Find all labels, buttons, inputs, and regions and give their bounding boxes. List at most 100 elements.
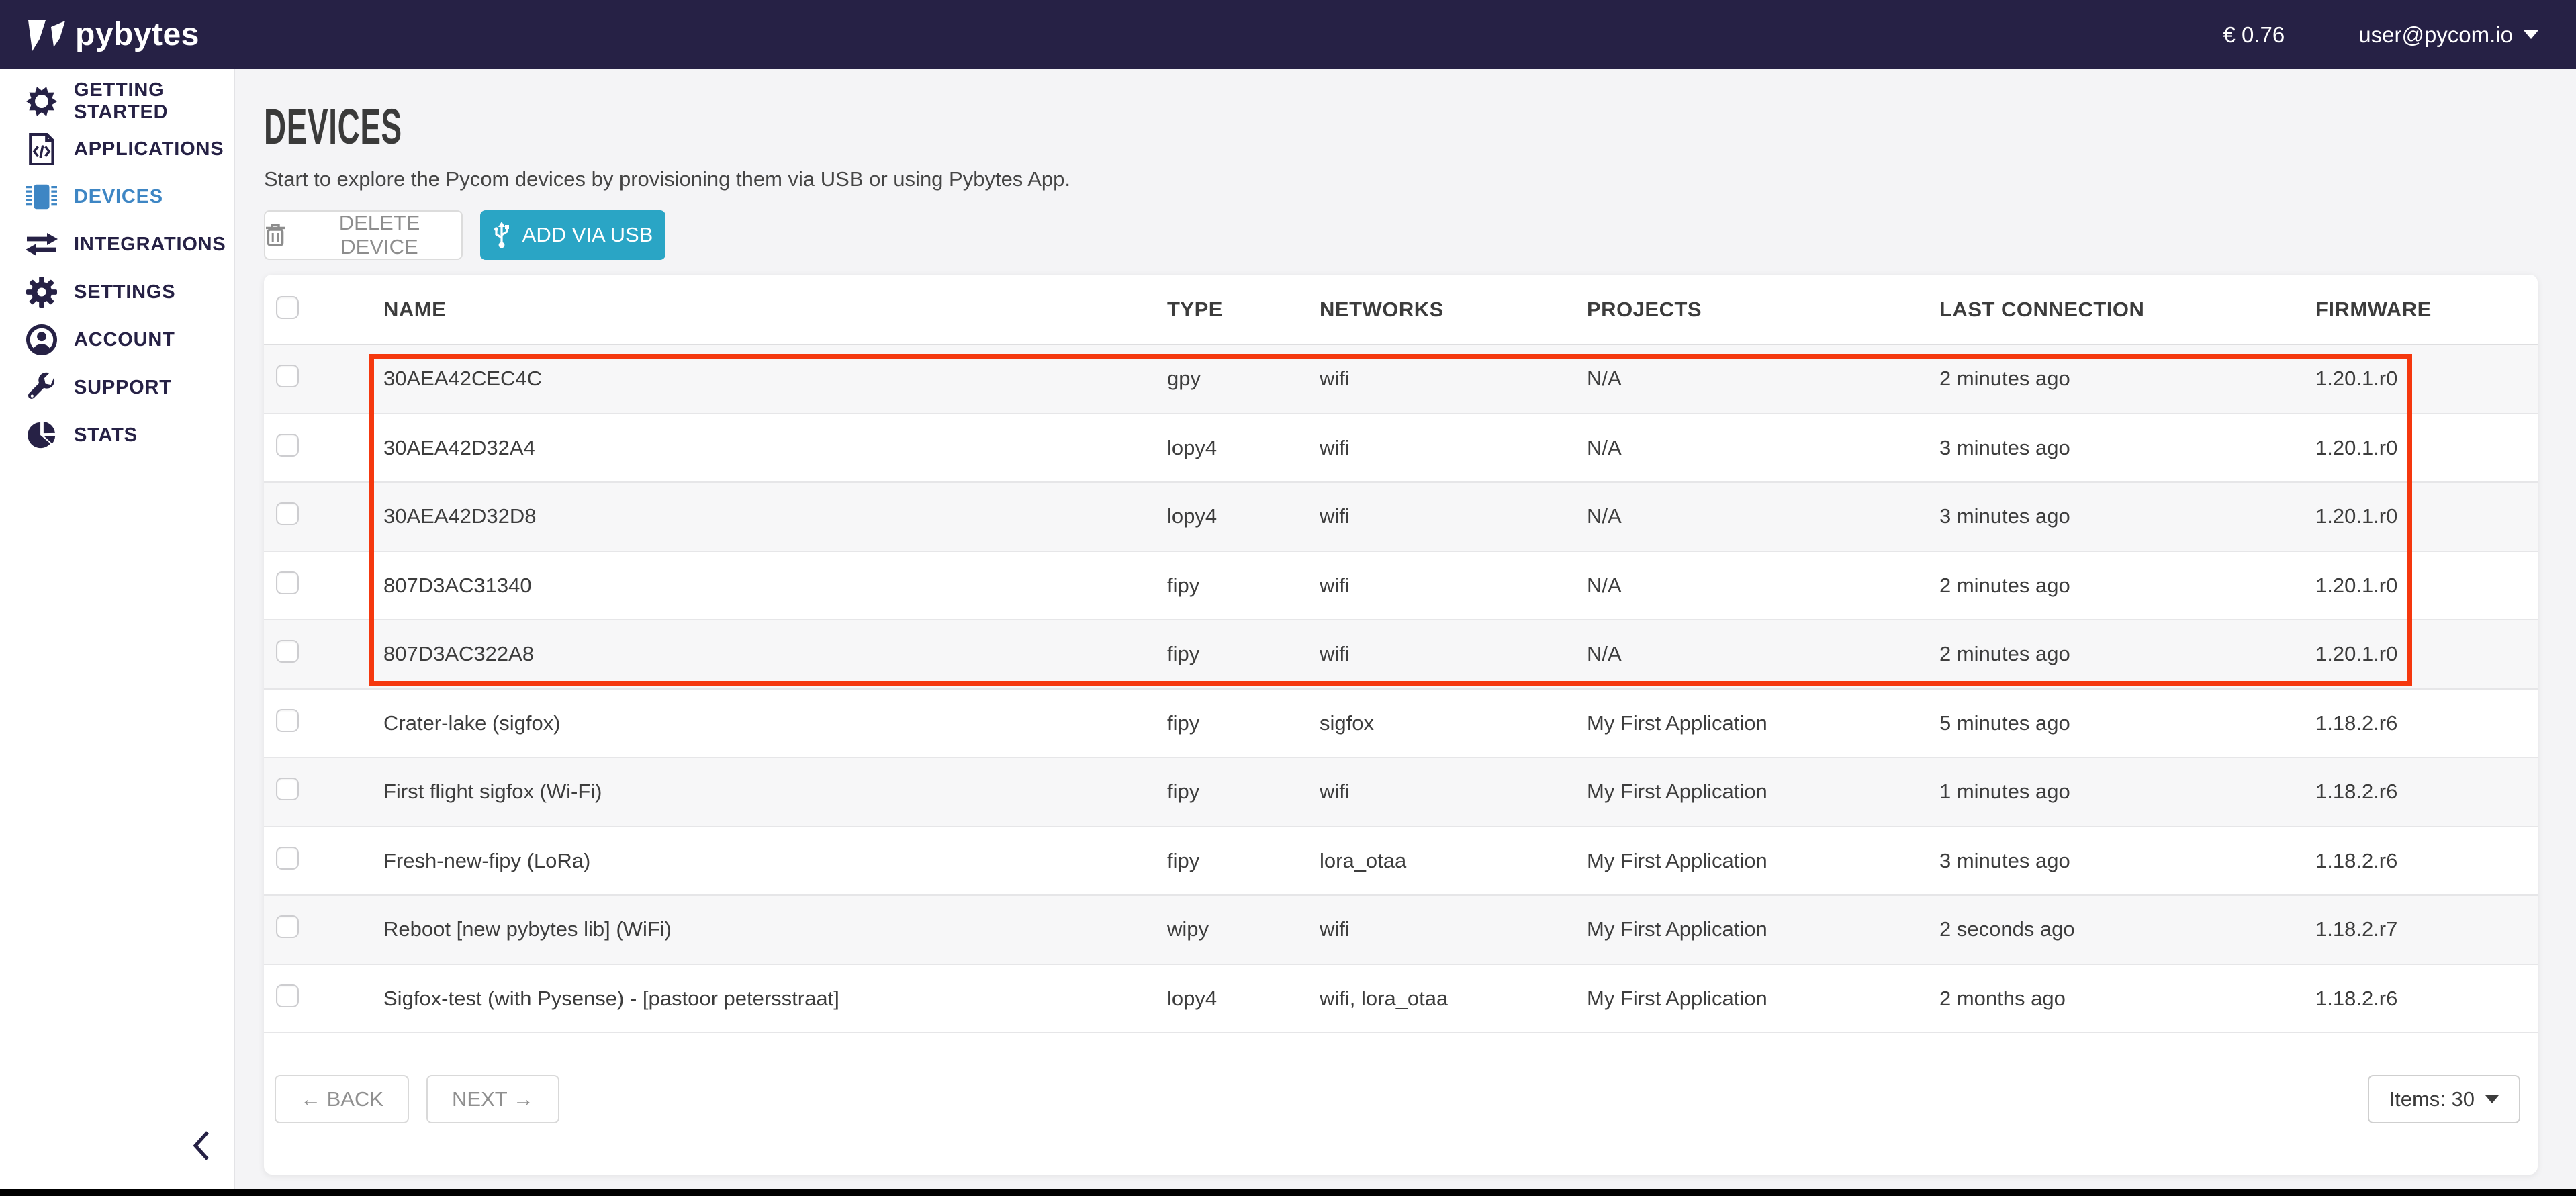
device-networks: wifi: [1320, 642, 1350, 666]
sidebar-item-label: SUPPORT: [74, 376, 172, 398]
device-networks: wifi: [1320, 367, 1350, 391]
device-networks: sigfox: [1320, 710, 1374, 735]
wrench-icon: [26, 371, 58, 404]
table-header-row: NAME TYPE NETWORKS PROJECTS LAST CONNECT…: [264, 275, 2538, 345]
row-checkbox[interactable]: [276, 915, 299, 939]
sidebar-item-devices[interactable]: DEVICES: [26, 181, 234, 212]
device-name: Fresh-new-fipy (LoRa): [383, 848, 591, 872]
pybytes-logo: pybytes: [27, 16, 199, 53]
device-name: Sigfox-test (with Pysense) - [pastoor pe…: [383, 986, 839, 1010]
toolbar: DELETE DEVICE ADD: [264, 210, 2576, 260]
sidebar-item-label: STATS: [74, 424, 138, 446]
device-type: gpy: [1167, 367, 1201, 391]
next-button[interactable]: NEXT →: [426, 1075, 559, 1123]
sidebar-item-label: DEVICES: [74, 185, 163, 208]
device-type: fipy: [1167, 780, 1200, 804]
device-firmware: 1.20.1.r0: [2315, 504, 2398, 528]
table-row[interactable]: 30AEA42D32A4 lopy4 wifi N/A 3 minutes ag…: [264, 414, 2538, 483]
column-header-last-connection[interactable]: LAST CONNECTION: [1939, 297, 2145, 321]
device-last-connection: 2 months ago: [1939, 986, 2066, 1010]
devices-table: NAME TYPE NETWORKS PROJECTS LAST CONNECT…: [264, 275, 2538, 1175]
column-header-type[interactable]: TYPE: [1167, 297, 1223, 321]
device-name: Reboot [new pybytes lib] (WiFi): [383, 917, 672, 941]
row-checkbox[interactable]: [276, 640, 299, 663]
table-row[interactable]: First flight sigfox (Wi-Fi) fipy wifi My…: [264, 758, 2538, 827]
device-last-connection: 2 minutes ago: [1939, 642, 2070, 666]
row-checkbox[interactable]: [276, 502, 299, 526]
sidebar-item-getting-started[interactable]: GETTING STARTED: [26, 79, 234, 123]
table-row[interactable]: Fresh-new-fipy (LoRa) fipy lora_otaa My …: [264, 827, 2538, 896]
device-networks: wifi: [1320, 780, 1350, 804]
user-menu[interactable]: user@pycom.io: [2358, 22, 2538, 48]
table-body: 30AEA42CEC4C gpy wifi N/A 2 minutes ago …: [264, 345, 2538, 1033]
sidebar-item-stats[interactable]: STATS: [26, 420, 234, 451]
add-via-usb-label: ADD VIA USB: [522, 223, 653, 246]
row-checkbox[interactable]: [276, 571, 299, 594]
device-last-connection: 2 minutes ago: [1939, 367, 2070, 391]
device-projects: N/A: [1587, 504, 1622, 528]
swap-arrows-icon: [26, 228, 58, 261]
row-checkbox[interactable]: [276, 708, 299, 732]
page-subtitle: Start to explore the Pycom devices by pr…: [264, 167, 1070, 191]
device-firmware: 1.18.2.r6: [2315, 710, 2398, 735]
device-name: 30AEA42CEC4C: [383, 367, 543, 391]
row-checkbox[interactable]: [276, 984, 299, 1007]
device-projects: N/A: [1587, 573, 1622, 597]
sidebar-item-account[interactable]: ACCOUNT: [26, 324, 234, 355]
table-row[interactable]: Reboot [new pybytes lib] (WiFi) wipy wif…: [264, 896, 2538, 965]
table-row[interactable]: Sigfox-test (with Pysense) - [pastoor pe…: [264, 964, 2538, 1033]
device-type: fipy: [1167, 642, 1200, 666]
device-type: fipy: [1167, 710, 1200, 735]
user-email: user@pycom.io: [2358, 21, 2513, 47]
sidebar-collapse-button[interactable]: [181, 1122, 222, 1169]
usb-icon: [493, 222, 510, 248]
sidebar-item-integrations[interactable]: INTEGRATIONS: [26, 229, 234, 260]
device-firmware: 1.20.1.r0: [2315, 435, 2398, 459]
device-projects: N/A: [1587, 642, 1622, 666]
row-checkbox[interactable]: [276, 846, 299, 870]
device-networks: wifi: [1320, 435, 1350, 459]
items-per-page-dropdown[interactable]: Items: 30: [2367, 1075, 2520, 1123]
device-projects: My First Application: [1587, 986, 1767, 1010]
table-row[interactable]: 807D3AC322A8 fipy wifi N/A 2 minutes ago…: [264, 620, 2538, 690]
device-networks: wifi: [1320, 504, 1350, 528]
sidebar-item-label: APPLICATIONS: [74, 138, 224, 160]
device-last-connection: 1 minutes ago: [1939, 780, 2070, 804]
table-row[interactable]: 807D3AC31340 fipy wifi N/A 2 minutes ago…: [264, 551, 2538, 620]
device-projects: My First Application: [1587, 848, 1767, 872]
device-last-connection: 3 minutes ago: [1939, 435, 2070, 459]
sidebar-item-settings[interactable]: SETTINGS: [26, 277, 234, 308]
device-projects: My First Application: [1587, 780, 1767, 804]
items-per-page-label: Items: 30: [2389, 1087, 2475, 1111]
table-row[interactable]: 30AEA42CEC4C gpy wifi N/A 2 minutes ago …: [264, 345, 2538, 414]
topbar: pybytes € 0.76 user@pycom.io: [0, 0, 2576, 69]
back-button[interactable]: ← BACK: [275, 1075, 410, 1123]
delete-device-button[interactable]: DELETE DEVICE: [264, 210, 463, 260]
pie-chart-icon: [26, 419, 58, 451]
table-row[interactable]: Crater-lake (sigfox) fipy sigfox My Firs…: [264, 689, 2538, 758]
device-networks: wifi, lora_otaa: [1320, 986, 1448, 1010]
device-last-connection: 5 minutes ago: [1939, 710, 2070, 735]
pagination: ← BACK NEXT → Items: 30: [264, 1033, 2538, 1175]
table-row[interactable]: 30AEA42D32D8 lopy4 wifi N/A 3 minutes ag…: [264, 483, 2538, 552]
sidebar-item-label: GETTING STARTED: [74, 79, 169, 123]
row-checkbox[interactable]: [276, 778, 299, 801]
user-circle-icon: [26, 324, 58, 356]
column-header-firmware[interactable]: FIRMWARE: [2315, 297, 2432, 321]
row-checkbox[interactable]: [276, 433, 299, 457]
row-checkbox[interactable]: [276, 365, 299, 388]
device-name: 807D3AC322A8: [383, 642, 535, 666]
device-firmware: 1.18.2.r6: [2315, 848, 2398, 872]
delete-device-label: DELETE DEVICE: [338, 211, 420, 259]
device-type: fipy: [1167, 573, 1200, 597]
select-all-checkbox[interactable]: [276, 296, 299, 319]
sidebar-item-support[interactable]: SUPPORT: [26, 372, 234, 403]
device-name: First flight sigfox (Wi-Fi): [383, 780, 602, 804]
sidebar-item-applications[interactable]: APPLICATIONS: [26, 133, 234, 165]
column-header-projects[interactable]: PROJECTS: [1587, 297, 1702, 321]
add-via-usb-button[interactable]: ADD VIA USB: [480, 210, 665, 260]
device-networks: wifi: [1320, 573, 1350, 597]
column-header-networks[interactable]: NETWORKS: [1320, 297, 1444, 321]
column-header-name[interactable]: NAME: [383, 297, 447, 321]
